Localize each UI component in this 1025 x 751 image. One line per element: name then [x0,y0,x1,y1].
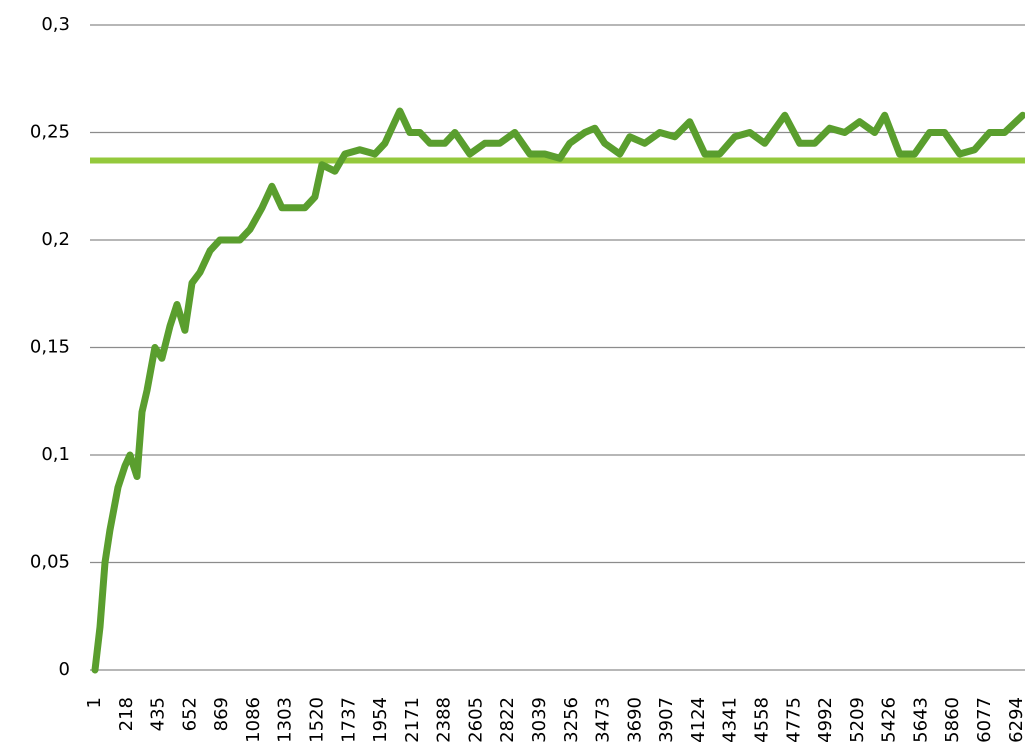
x-tick-label: 5860 [942,697,963,743]
x-tick-label: 5643 [910,697,931,743]
x-tick-label: 6077 [974,697,995,743]
x-tick-label: 4992 [815,697,836,743]
x-tick-label: 6294 [1006,697,1025,743]
x-tick-label: 3907 [656,697,677,743]
x-tick-label: 5209 [847,697,868,743]
x-tick-label: 4341 [720,697,741,743]
y-tick-label: 0,1 [41,444,70,465]
x-tick-label: 2822 [497,697,518,743]
x-tick-label: 1954 [370,697,391,743]
x-tick-label: 3256 [561,697,582,743]
y-tick-label: 0,25 [30,122,70,143]
y-tick-label: 0,05 [30,552,70,573]
x-tick-label: 3690 [624,697,645,743]
x-tick-label: 1 [84,697,105,708]
y-tick-label: 0,2 [41,229,70,250]
x-tick-label: 218 [116,697,137,731]
x-tick-label: 3473 [593,697,614,743]
x-tick-label: 4558 [752,697,773,743]
y-tick-label: 0,15 [30,337,70,358]
x-tick-label: 1086 [243,697,264,743]
y-tick-label: 0,3 [41,14,70,35]
x-tick-label: 1303 [275,697,296,743]
data-line [91,107,1025,674]
x-tick-label: 4124 [688,697,709,743]
x-tick-label: 1737 [338,697,359,743]
x-tick-label: 1520 [307,697,328,743]
x-tick-label: 652 [179,697,200,731]
x-tick-label: 2388 [434,697,455,743]
x-tick-label: 3039 [529,697,550,743]
x-tick-label: 435 [148,697,169,731]
x-tick-label: 4775 [783,697,804,743]
x-tick-label: 2605 [465,697,486,743]
y-tick-label: 0 [59,659,70,680]
x-tick-label: 2171 [402,697,423,743]
x-tick-label: 5426 [879,697,900,743]
x-tick-label: 869 [211,697,232,731]
